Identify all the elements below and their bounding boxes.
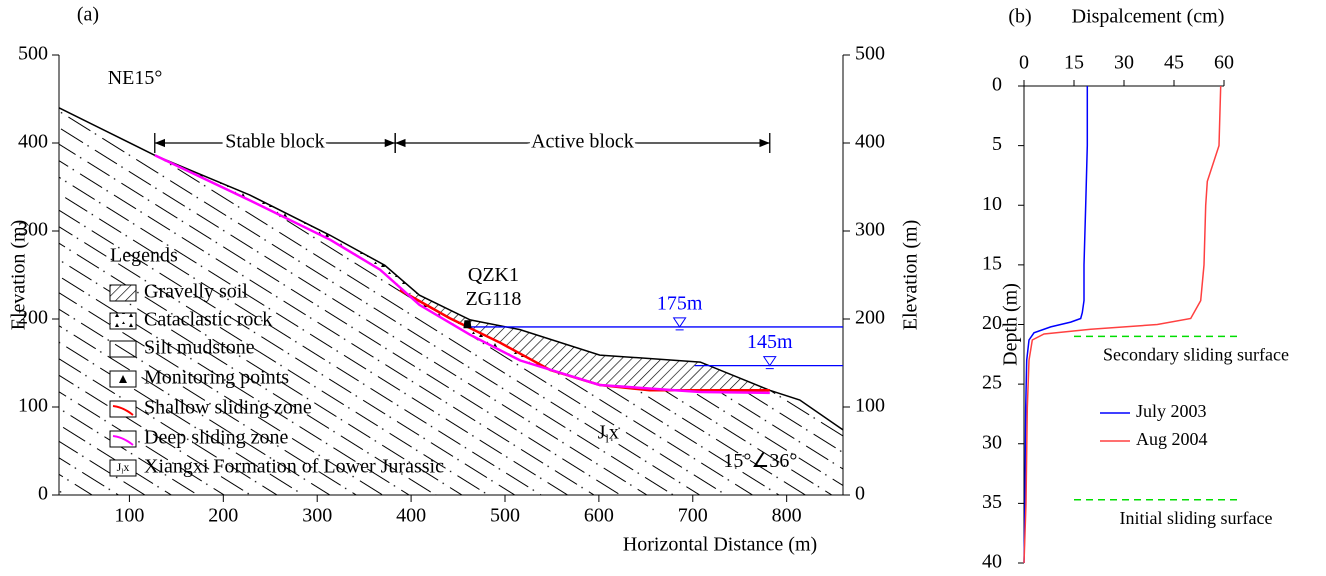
- x-tick-label: 400: [396, 505, 426, 527]
- formation-label: Jlx: [598, 421, 619, 445]
- legend-marker: [119, 375, 127, 383]
- legend-label: Monitoring points: [144, 367, 289, 389]
- legend-line: [112, 435, 134, 446]
- y-tick-label: 200: [18, 307, 48, 329]
- legend-swatch: [109, 340, 137, 358]
- water-label: 175m: [657, 293, 703, 315]
- legend-label: Cataclastic rock: [144, 309, 272, 331]
- x-tick-label: 600: [584, 505, 614, 527]
- x-tick-label: 0: [1019, 52, 1029, 74]
- y-tick-label: 300: [18, 219, 48, 241]
- legend-label: Shallow sliding zone: [144, 397, 312, 419]
- y-tick-label: 10: [982, 193, 1002, 215]
- legend-swatch: [109, 284, 137, 302]
- y-tick-label: 20: [982, 312, 1002, 334]
- block-label: Active block: [531, 131, 634, 153]
- y-axis-label: Elevation (m): [8, 220, 30, 331]
- y2-tick-label: 300: [855, 219, 885, 241]
- y2-axis-label: Elevation (m): [900, 220, 922, 331]
- x-axis-label: Dispalcement (cm): [1072, 6, 1225, 28]
- legend-label: Gravelly soil: [144, 281, 248, 303]
- y-tick-label: 30: [982, 431, 1002, 453]
- y-tick-label: 100: [18, 395, 48, 417]
- x-axis-label: Horizontal Distance (m): [623, 534, 817, 556]
- annotation: NE15°: [108, 67, 163, 89]
- legend-label: Silt mudstone: [144, 337, 255, 359]
- line: [1023, 86, 1089, 564]
- block-label: Stable block: [225, 131, 324, 153]
- x-tick-label: 200: [208, 505, 238, 527]
- legend-swatch: [109, 459, 137, 477]
- y-tick-label: 15: [982, 252, 1002, 274]
- water-label: 145m: [747, 331, 793, 353]
- x-tick-label: 45: [1164, 52, 1184, 74]
- silt-mudstone: [59, 107, 843, 496]
- legend-label: Xiangxi Formation of Lower Jurassic: [144, 456, 444, 478]
- y2-tick-label: 200: [855, 307, 885, 329]
- monitoring-label: ZG118: [465, 288, 521, 310]
- line: [1023, 85, 1222, 564]
- x-tick-label: 700: [678, 505, 708, 527]
- y2-tick-label: 500: [855, 43, 885, 65]
- y-tick-label: 5: [992, 133, 1002, 155]
- water-symbol: [762, 356, 777, 370]
- monitoring-label: QZK1: [468, 264, 519, 286]
- reference-label: Secondary sliding surface: [1103, 345, 1289, 365]
- gravelly-soil: [399, 290, 770, 391]
- y2-tick-label: 100: [855, 395, 885, 417]
- formation-tail: x: [609, 421, 619, 443]
- reference-label: Initial sliding surface: [1120, 508, 1273, 528]
- panel-label: (a): [77, 4, 99, 26]
- y-tick-label: 25: [982, 372, 1002, 394]
- x-tick-label: 15: [1064, 52, 1084, 74]
- y-tick-label: 0: [992, 74, 1002, 96]
- y2-tick-label: 400: [855, 131, 885, 153]
- formation-base: J: [117, 460, 122, 474]
- legend-label: Deep sliding zone: [144, 427, 289, 449]
- y-tick-label: 0: [38, 483, 48, 505]
- sliding-zone: [154, 154, 770, 395]
- y-tick-label: 35: [982, 491, 1002, 513]
- x-tick-label: 60: [1214, 52, 1234, 74]
- x-tick-label: 300: [302, 505, 332, 527]
- y-axis-label: Depth (m): [1000, 283, 1022, 366]
- annotation: 15°∠36°: [723, 450, 797, 472]
- legend-swatch: [109, 312, 137, 330]
- y-tick-label: 40: [982, 551, 1002, 573]
- x-tick-label: 100: [114, 505, 144, 527]
- legend-title: Legends: [110, 245, 178, 267]
- x-tick-label: 500: [490, 505, 520, 527]
- water-symbol: [672, 317, 687, 331]
- monitoring-point: [463, 320, 472, 329]
- panel-label: (b): [1008, 6, 1031, 28]
- legend-formation-symbol: Jlx: [117, 460, 130, 476]
- formation-sub: l: [121, 467, 123, 475]
- x-tick-label: 800: [772, 505, 802, 527]
- y-tick-label: 400: [18, 131, 48, 153]
- legend-line: [112, 405, 134, 416]
- formation-base: J: [598, 421, 606, 443]
- formation-sub: l: [605, 431, 609, 445]
- formation-tail: x: [123, 460, 129, 474]
- legend-label: Aug 2004: [1136, 429, 1208, 449]
- y-tick-label: 500: [18, 43, 48, 65]
- x-tick-label: 30: [1114, 52, 1134, 74]
- legend-label: July 2003: [1136, 401, 1207, 421]
- y2-tick-label: 0: [855, 483, 865, 505]
